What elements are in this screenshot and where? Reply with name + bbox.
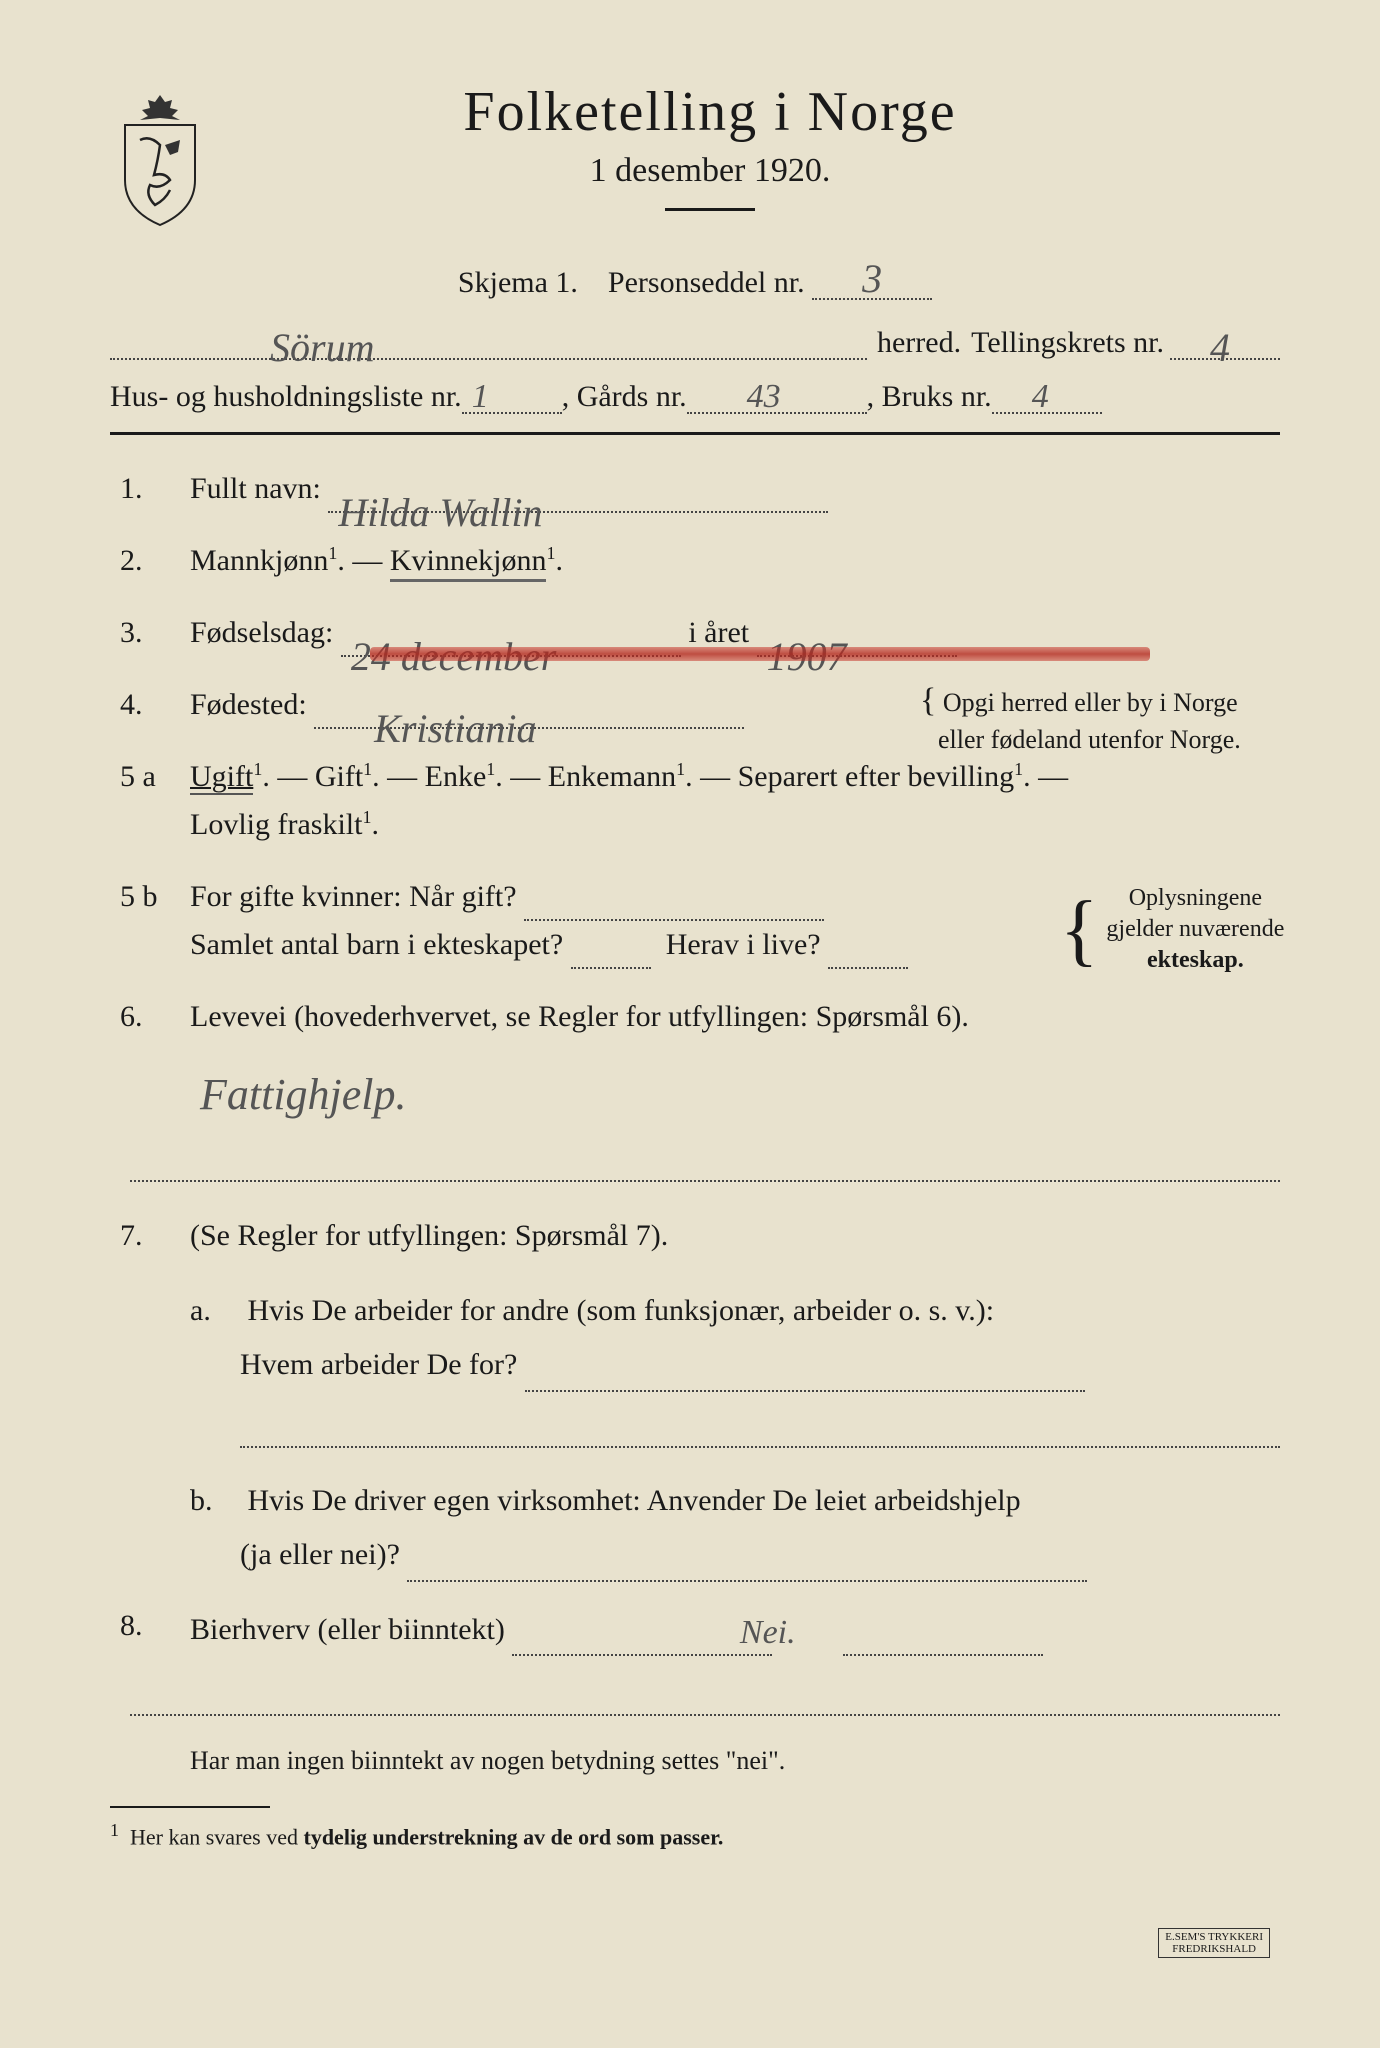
q7: 7. (Se Regler for utfyllingen: Spørsmål … — [120, 1212, 1280, 1260]
q5a: 5 a Ugift1. — Gift1. — Enke1. — Enkemann… — [120, 753, 1280, 849]
bottom-rule — [110, 1806, 270, 1808]
skjema-line: Skjema 1. Personseddel nr. 3 — [110, 251, 1280, 300]
tellingskrets-nr: 4 — [1210, 324, 1230, 362]
herred-value: Sörum — [270, 324, 374, 362]
q2: 2. Mannkjønn1. — Kvinnekjønn1. — [120, 537, 1280, 585]
gards-nr: 43 — [747, 378, 781, 416]
q4: 4. Fødested: Kristiania { Opgi herred el… — [120, 681, 1280, 729]
personseddel-nr: 3 — [862, 256, 882, 301]
full-name-value: Hilda Wallin — [338, 481, 542, 517]
printer-mark: E.SEM'S TRYKKERI FREDRIKSHALD — [1158, 1928, 1270, 1958]
birthplace-value: Kristiania — [374, 697, 536, 733]
husliste-line: Hus- og husholdningsliste nr. 1 , Gårds … — [110, 374, 1280, 414]
q7a: a. Hvis De arbeider for andre (som funks… — [120, 1284, 1280, 1392]
husliste-nr: 1 — [472, 378, 489, 416]
footnote: 1 Her kan svares ved tydelig understrekn… — [110, 1820, 1280, 1850]
q8-value: Nei. — [740, 1614, 796, 1651]
subtitle-date: 1 desember 1920. — [240, 152, 1180, 190]
q3: 3. Fødselsdag: 24 december i året 1907 — [120, 609, 1280, 657]
q7b: b. Hvis De driver egen virksomhet: Anven… — [120, 1474, 1280, 1582]
title-rule — [665, 208, 755, 211]
q6-answer: Fattighjelp. — [200, 1065, 1280, 1116]
q8: 8. Bierhverv (eller biinntekt) Nei. — [120, 1602, 1280, 1656]
herred-line: Sörum herred. Tellingskrets nr. 4 — [110, 320, 1280, 360]
q5b: 5 b For gifte kvinner: Når gift? Samlet … — [120, 873, 1280, 969]
dotted-rule — [240, 1412, 1280, 1448]
dotted-rule — [130, 1146, 1280, 1182]
q1: 1. Fullt navn: Hilda Wallin — [120, 465, 1280, 513]
kvinnekjonn-selected: Kvinnekjønn — [390, 544, 547, 582]
red-highlight — [370, 647, 1150, 661]
divider — [110, 432, 1280, 435]
q6: 6. Levevei (hovederhvervet, se Regler fo… — [120, 993, 1280, 1041]
bruks-nr: 4 — [1032, 378, 1049, 416]
main-title: Folketelling i Norge — [240, 80, 1180, 144]
ugift-selected: Ugift — [190, 760, 253, 795]
footnote-inline: Har man ingen biinntekt av nogen betydni… — [120, 1746, 1280, 1776]
dotted-rule — [130, 1680, 1280, 1716]
coat-of-arms-icon — [110, 90, 210, 230]
